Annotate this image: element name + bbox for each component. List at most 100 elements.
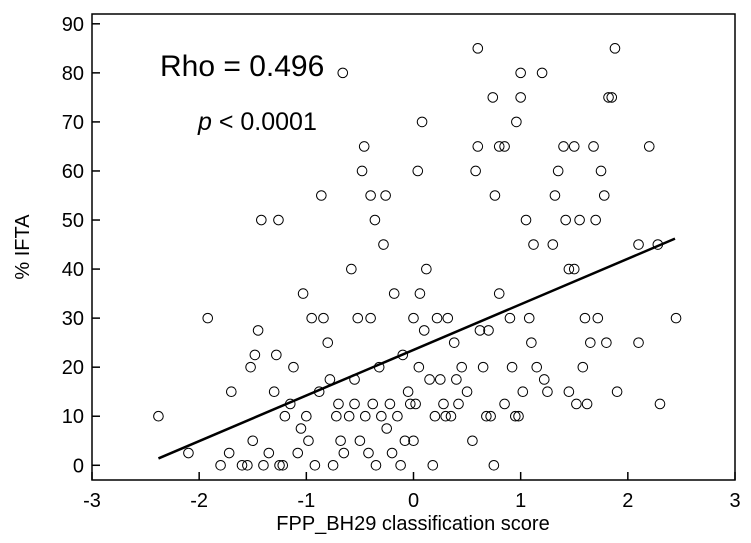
data-point	[571, 398, 582, 410]
data-point	[499, 141, 510, 152]
data-point	[252, 325, 264, 336]
data-point	[258, 459, 269, 471]
y-tick-label: 80	[62, 63, 84, 85]
data-point	[579, 312, 591, 324]
data-point	[440, 410, 451, 422]
data-point	[633, 239, 644, 250]
data-point	[531, 361, 543, 373]
data-point	[288, 361, 299, 373]
data-point	[588, 141, 599, 152]
data-point	[470, 165, 481, 177]
data-point	[421, 263, 432, 275]
data-point	[236, 459, 248, 471]
data-point	[388, 288, 400, 299]
data-point	[485, 410, 496, 422]
data-point	[370, 459, 382, 471]
x-tick-label: -3	[83, 490, 101, 512]
y-tick-label: 50	[62, 210, 84, 232]
data-point	[472, 43, 484, 54]
data-point	[487, 92, 499, 103]
data-point	[547, 239, 559, 250]
data-point	[271, 349, 282, 361]
data-point	[526, 337, 537, 348]
data-point	[477, 361, 489, 373]
data-point	[273, 214, 284, 226]
data-point	[581, 398, 593, 410]
data-point	[592, 312, 604, 324]
x-tick-label: -2	[190, 490, 208, 512]
data-point	[363, 447, 374, 459]
y-tick-label: 30	[62, 308, 84, 330]
data-point	[386, 447, 398, 459]
data-point	[392, 410, 403, 422]
plot-frame	[91, 13, 736, 481]
data-point	[513, 410, 524, 422]
y-axis: 0 10 20 30 40 50 60 70 80 90	[62, 14, 100, 477]
data-point	[359, 410, 371, 422]
data-point	[349, 398, 360, 410]
data-point	[242, 459, 253, 471]
data-point	[558, 141, 569, 152]
data-point	[603, 92, 614, 103]
data-point	[523, 312, 535, 324]
data-point	[431, 312, 443, 324]
data-point	[574, 214, 585, 226]
data-point	[499, 398, 510, 410]
data-point	[598, 190, 610, 201]
data-point	[397, 349, 409, 361]
x-tick-label: -1	[297, 490, 315, 512]
data-point	[609, 43, 621, 54]
data-point	[611, 386, 623, 398]
data-point	[402, 386, 414, 398]
data-point	[297, 288, 309, 299]
data-point	[549, 190, 561, 201]
x-axis-label: FPP_BH29 classification score	[276, 513, 549, 535]
y-tick-label: 20	[62, 357, 84, 379]
data-point	[568, 263, 580, 275]
rho-annotation: Rho = 0.496	[160, 50, 324, 83]
data-point	[461, 386, 473, 398]
data-point	[395, 459, 406, 471]
data-point	[331, 410, 342, 422]
data-point	[448, 337, 460, 348]
data-point	[412, 165, 424, 177]
data-point	[442, 312, 454, 324]
data-point	[249, 349, 261, 361]
data-point	[520, 214, 532, 226]
data-point	[215, 459, 226, 471]
data-point	[670, 312, 682, 324]
data-point	[606, 92, 618, 103]
data-point	[399, 435, 411, 447]
data-point	[654, 398, 666, 410]
data-point	[333, 398, 344, 410]
data-point	[488, 459, 500, 471]
data-point	[414, 288, 426, 299]
data-point	[367, 398, 379, 410]
data-point	[408, 435, 419, 447]
y-tick-label: 10	[62, 406, 84, 428]
data-point	[365, 190, 376, 201]
data-point	[474, 325, 486, 336]
data-point	[295, 423, 307, 434]
data-point	[595, 165, 607, 177]
y-tick-label: 60	[62, 161, 84, 183]
data-point	[337, 67, 349, 79]
data-point	[183, 447, 194, 459]
data-point	[358, 141, 370, 152]
x-axis: -3 -2 -1 0 1 2 3	[83, 472, 741, 512]
x-tick-label: 3	[729, 490, 740, 512]
data-point	[256, 214, 267, 226]
data-point	[279, 410, 291, 422]
data-point	[489, 190, 501, 201]
data-point	[404, 398, 416, 410]
data-point	[322, 337, 334, 348]
data-point	[510, 410, 521, 422]
data-point	[410, 398, 421, 410]
data-point	[552, 165, 564, 177]
data-point	[577, 361, 589, 373]
data-point	[517, 386, 529, 398]
data-point	[427, 459, 439, 471]
regression-line	[157, 237, 676, 460]
data-point	[438, 398, 449, 410]
